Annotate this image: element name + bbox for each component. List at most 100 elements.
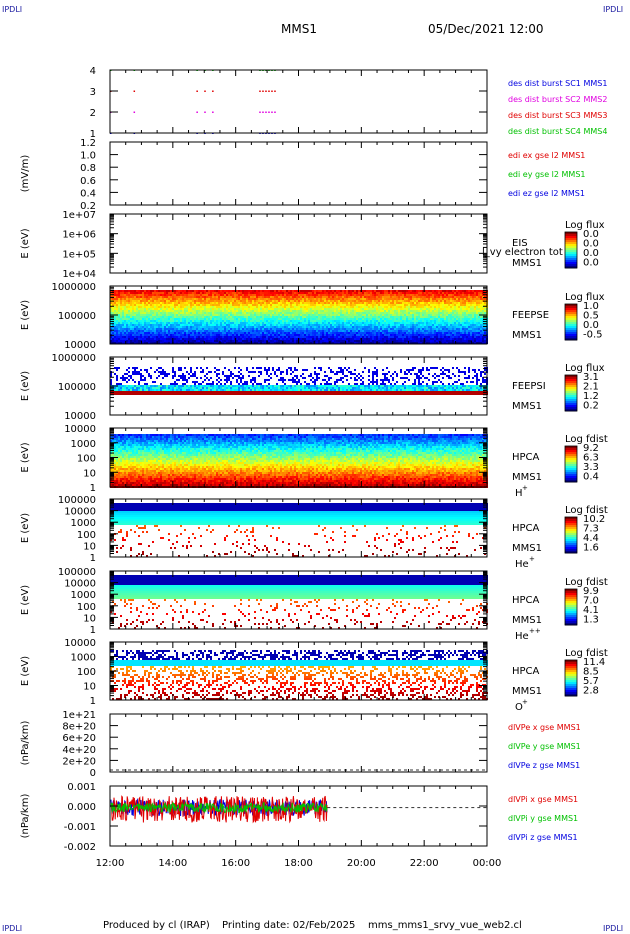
spectrogram-cell	[122, 312, 124, 314]
spectrogram-cell	[178, 292, 180, 294]
spectrogram-cell	[400, 294, 402, 296]
spectrogram-cell	[214, 314, 216, 316]
spectrogram-cell	[272, 310, 274, 312]
spectrogram-cell	[128, 308, 130, 310]
spectrogram-cell	[438, 310, 440, 312]
spectrogram-cell	[460, 290, 462, 292]
spectrogram-cell	[172, 296, 174, 298]
spectrogram-cell	[430, 298, 432, 300]
spectrogram-cell	[228, 300, 230, 302]
spectrogram-cell	[394, 298, 396, 300]
spectrogram-cell	[146, 316, 148, 318]
spectrogram-cell	[274, 300, 276, 302]
spectrogram-cell	[124, 296, 126, 298]
spectrogram-cell	[346, 292, 348, 294]
spectrogram-cell	[480, 300, 482, 302]
spectrogram-cell	[234, 300, 236, 302]
spectrogram-cell	[366, 308, 368, 310]
spectrogram-cell	[178, 290, 180, 292]
spectrogram-cell	[328, 304, 330, 306]
spectrogram-cell	[192, 300, 194, 302]
spectrogram-cell	[442, 292, 444, 294]
spectrogram-cell	[232, 314, 234, 316]
spectrogram-cell	[182, 314, 184, 316]
spectrogram-cell	[176, 310, 178, 312]
spectrogram-cell	[426, 304, 428, 306]
spectrogram-cell	[168, 308, 170, 310]
spectrogram-cell	[128, 298, 130, 300]
spectrogram-cell	[352, 300, 354, 302]
spectrogram-cell	[216, 310, 218, 312]
spectrogram-cell	[238, 304, 240, 306]
spectrogram-cell	[460, 302, 462, 304]
spectrogram-cell	[438, 294, 440, 296]
spectrogram-cell	[144, 312, 146, 314]
spectrogram-cell	[426, 298, 428, 300]
spectrogram-cell	[210, 292, 212, 294]
spectrogram-cell	[384, 312, 386, 314]
spectrogram-cell	[402, 306, 404, 308]
spectrogram-cell	[344, 300, 346, 302]
spectrogram-cell	[218, 316, 220, 318]
spectrogram-cell	[152, 302, 154, 304]
spectrogram-cell	[464, 294, 466, 296]
spectrogram-cell	[268, 314, 270, 316]
spectrogram-cell	[428, 306, 430, 308]
spectrogram-cell	[276, 290, 278, 292]
spectrogram-cell	[358, 304, 360, 306]
spectrogram-cell	[138, 298, 140, 300]
spectrogram-cell	[282, 310, 284, 312]
spectrogram-cell	[150, 292, 152, 294]
spectrogram-cell	[142, 316, 144, 318]
spectrogram-cell	[392, 310, 394, 312]
spectrogram-cell	[378, 300, 380, 302]
spectrogram-cell	[120, 316, 122, 318]
spectrogram-cell	[292, 292, 294, 294]
colorbar: 0.00.00.00.0	[565, 229, 599, 269]
spectrogram-cell	[432, 312, 434, 314]
spectrogram-cell	[250, 312, 252, 314]
spectrogram-cell	[368, 310, 370, 312]
spectrogram-cell	[260, 304, 262, 306]
spectrogram-cell	[118, 310, 120, 312]
spectrogram-cell	[136, 308, 138, 310]
plot-frame	[110, 70, 487, 133]
spectrogram-cell	[416, 298, 418, 300]
spectrogram-cell	[114, 302, 116, 304]
spectrogram-cell	[248, 292, 250, 294]
spectrogram-cell	[166, 310, 168, 312]
spectrogram-cell	[462, 304, 464, 306]
spectrogram-cell	[468, 290, 470, 292]
spectrogram-cell	[298, 296, 300, 298]
spectrogram-cell	[286, 292, 288, 294]
spectrogram-cell	[142, 314, 144, 316]
spectrogram-cell	[360, 294, 362, 296]
spectrogram-cell	[182, 292, 184, 294]
spectrogram-cell	[432, 304, 434, 306]
spectrogram-cell	[338, 306, 340, 308]
spectrogram-cell	[352, 306, 354, 308]
spectrogram-cell	[246, 312, 248, 314]
spectrogram-cell	[220, 298, 222, 300]
spectrogram-cell	[138, 310, 140, 312]
spectrogram-cell	[244, 316, 246, 318]
burst-mark	[212, 112, 214, 114]
spectrogram-cell	[236, 294, 238, 296]
spectrogram-cell	[218, 290, 220, 292]
spectrogram-cell	[326, 300, 328, 302]
spectrogram-cell	[456, 296, 458, 298]
spectrogram-cell	[214, 306, 216, 308]
spectrogram-cell	[442, 304, 444, 306]
spectrogram-cell	[410, 312, 412, 314]
spectrogram-cell	[338, 304, 340, 306]
spectrogram-cell	[256, 298, 258, 300]
spectrogram-cell	[404, 296, 406, 298]
spectrogram-cell	[362, 310, 364, 312]
spectrogram-cell	[326, 302, 328, 304]
spectrogram-cell	[216, 306, 218, 308]
spectrogram-cell	[172, 312, 174, 314]
spectrogram-cell	[286, 296, 288, 298]
spectrogram-cell	[396, 312, 398, 314]
spectrogram-cell	[198, 294, 200, 296]
spectrogram-cell	[272, 296, 274, 298]
